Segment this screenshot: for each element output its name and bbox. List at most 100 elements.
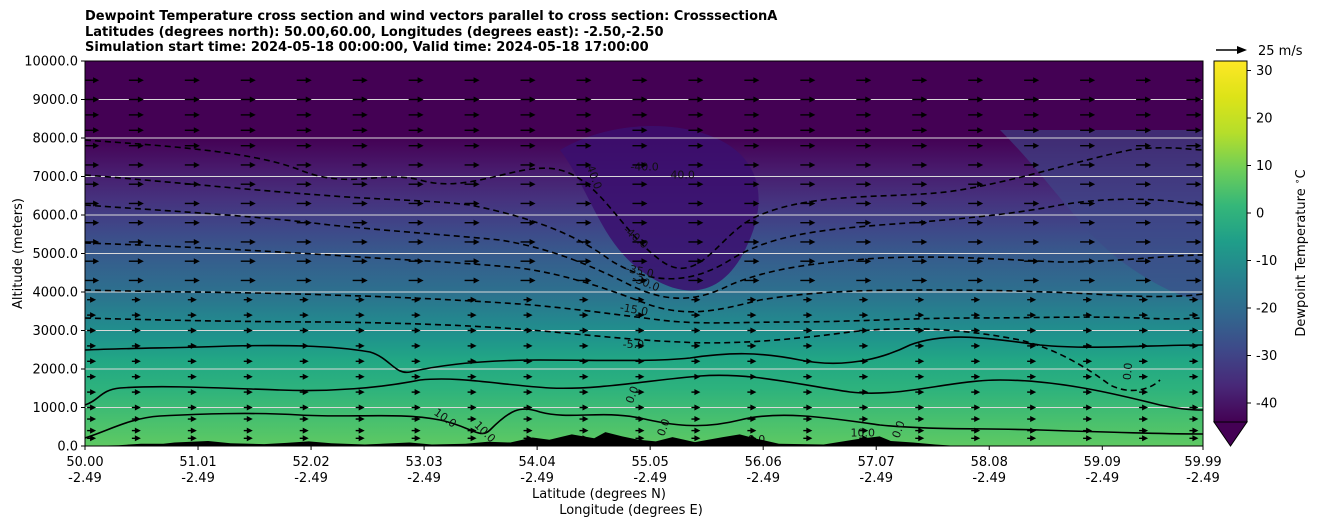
wind-arrow-icon [974,416,981,423]
wind-vector [1083,435,1093,442]
wind-arrow-icon [249,111,256,118]
wind-arrow-icon [921,277,928,284]
x-tick-label-lon: -2.49 [407,471,441,486]
wind-arrow-icon [641,200,648,207]
wind-arrow-icon [1030,389,1037,396]
wind-arrow-icon [694,312,701,319]
wind-arrow-icon [470,327,477,334]
x-tick-label-lon: -2.49 [1186,471,1220,486]
wind-vector [576,77,592,84]
wind-arrow-icon [806,358,813,365]
wind-vector [523,312,533,319]
wind-vector [355,427,365,434]
wind-vector [576,200,592,207]
wind-vector [1083,327,1093,334]
wind-vector [1027,389,1037,396]
wind-vector [632,96,648,103]
wind-arrow-icon [585,258,592,265]
wind-arrow-icon [1195,77,1202,84]
wind-vector [800,142,816,149]
wind-vector [355,373,365,380]
wind-arrow-icon [1089,258,1096,265]
wind-arrow-icon [358,435,365,442]
colorbar-label-unit: C [1294,169,1309,178]
wind-vector [408,127,424,134]
wind-arrow-icon [638,327,645,334]
colorbar-tick-label: -30 [1256,349,1277,364]
title-line-1: Dewpoint Temperature cross section and w… [85,9,778,24]
wind-vector [128,142,144,149]
wind-vector [411,296,421,303]
wind-arrow-icon [809,181,816,188]
wind-vector [1136,142,1152,149]
wind-arrow-icon [918,296,925,303]
colorbar: 30 20 10 0 -10 -20 -30 -40 Dewpoint Temperature… [1213,60,1309,447]
wind-vector [128,77,144,84]
wind-arrow-icon [302,435,309,442]
y-tick-label: 6000.0 [33,209,79,224]
wind-arrow-icon [974,296,981,303]
wind-arrow-icon [585,142,592,149]
wind-vector [1080,111,1096,118]
wind-vector [688,181,704,188]
wind-arrow-icon [753,219,760,226]
wind-vector [688,258,704,265]
wind-vector [803,312,813,319]
wind-vector [355,342,365,349]
wind-vector [87,389,97,396]
wind-vector [856,142,872,149]
wind-arrow-icon [358,373,365,380]
wind-arrow-icon [414,416,421,423]
wind-vector [744,96,760,103]
wind-vector [299,435,309,442]
wind-arrow-icon [1033,96,1040,103]
wind-arrow-icon [1030,358,1037,365]
wind-arrow-icon [526,373,533,380]
wind-vector [691,327,701,334]
wind-arrow-icon [806,327,813,334]
wind-arrow-icon [417,258,424,265]
wind-vector [1024,238,1040,245]
wind-arrow-icon [246,312,253,319]
wind-arrow-icon [865,142,872,149]
wind-vector [411,435,421,442]
wind-vector [576,238,592,245]
wind-arrow-icon [582,404,589,411]
wind-arrow-icon [697,161,704,168]
wind-arrow-icon [697,77,704,84]
y-tick-label: 0.0 [57,440,78,455]
wind-vector [744,161,760,168]
wind-vector [1186,111,1202,118]
title-line-2: Latitudes (degrees north): 50.00,60.00, … [85,24,664,40]
wind-vector [859,312,869,319]
wind-vector [296,77,312,84]
wind-vector [635,389,645,396]
wind-arrow-icon [473,200,480,207]
wind-vector [971,404,981,411]
wind-arrow-icon [753,200,760,207]
wind-vectors [85,77,1202,442]
wind-arrow-icon [1192,358,1199,365]
wind-vector [688,127,704,134]
wind-vector [131,404,141,411]
colorbar-tick-label: 30 [1256,64,1273,79]
wind-vector [128,277,144,284]
wind-arrow-icon [921,161,928,168]
wind-vector [1136,181,1152,188]
wind-arrow-icon [697,142,704,149]
wind-arrow-icon [470,404,477,411]
wind-vector [296,219,312,226]
wind-arrow-icon [641,161,648,168]
wind-arrow-icon [862,404,869,411]
wind-vector [1186,161,1202,168]
wind-arrow-icon [134,373,141,380]
wind-vector [296,161,312,168]
wind-vector [1139,435,1149,442]
wind-arrow-icon [1192,327,1199,334]
wind-vector [131,435,141,442]
wind-vector [635,416,645,423]
wind-vector [688,142,704,149]
wind-arrow-icon [302,342,309,349]
wind-vector [299,404,309,411]
wind-arrow-icon [1033,200,1040,207]
